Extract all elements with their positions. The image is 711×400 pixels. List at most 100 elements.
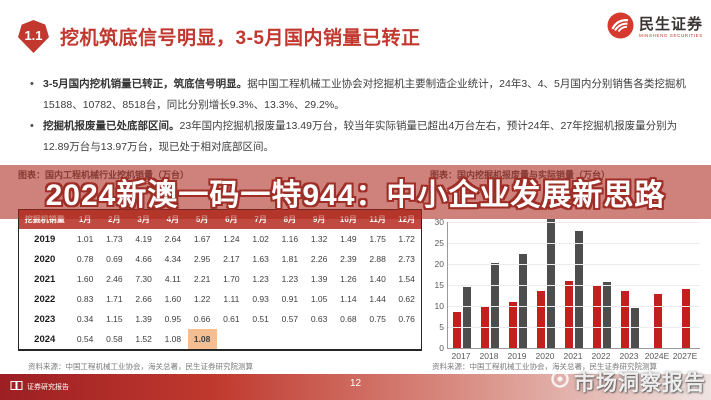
table-cell: 1.40 bbox=[369, 274, 386, 284]
bar-group-2021 bbox=[560, 230, 588, 348]
bar-group-2022 bbox=[588, 282, 616, 348]
table-cell: 0.95 bbox=[164, 314, 182, 324]
table-cell: 0.62 bbox=[398, 294, 415, 304]
table-cell: 2.17 bbox=[223, 254, 240, 264]
table-cell: 1.05 bbox=[310, 294, 328, 304]
logo-text: 民生证券 MINSHENG SECURITIES bbox=[639, 17, 703, 39]
bar-group-2023 bbox=[616, 291, 644, 348]
bullet-item: 3-5月国内挖机销量已转正，筑底信号明显。据中国工程机械工业协会对挖掘机主要制造… bbox=[30, 74, 701, 116]
bar-报废量-2024E bbox=[654, 293, 662, 348]
table-cell bbox=[275, 329, 304, 350]
y-axis-tick-label: 5 bbox=[439, 322, 444, 332]
table-cell bbox=[246, 329, 275, 350]
table-cell: 1.16 bbox=[281, 234, 299, 244]
bullet-text: 23年国内挖掘机报废量13.49万台，较当年实际销量已超出4万台左右，预计24年… bbox=[43, 120, 678, 153]
table-cell: 1.23 bbox=[252, 274, 269, 284]
row-year-label: 2019 bbox=[34, 233, 56, 245]
table-row: 2020 0.78 0.69 4.66 4.34 2.95 2.17 1.63 1.81 2.26… bbox=[19, 249, 422, 269]
table-row: 2021 1.60 2.46 7.30 4.11 2.21 1.70 1.23 1.23 1.39… bbox=[19, 269, 422, 289]
bar-报废量-2022 bbox=[593, 284, 601, 348]
open-book-icon bbox=[10, 380, 23, 393]
table-cell: 0.66 bbox=[193, 314, 211, 324]
bar-group-2020 bbox=[532, 219, 560, 348]
table-cell: 1.67 bbox=[193, 234, 211, 244]
camera-lens-icon bbox=[550, 369, 570, 395]
watermark-banner-text: 2024新澳一码一特944：中小企业发展新思路 bbox=[45, 179, 666, 212]
watermark-banner: 2024新澳一码一特944：中小企业发展新思路 bbox=[0, 165, 711, 219]
table-cell: 1.54 bbox=[398, 274, 415, 284]
y-axis-tick-label: 30 bbox=[434, 217, 444, 227]
table-cell: 4.11 bbox=[164, 274, 181, 284]
slide-header: 1.1 挖机筑底信号明显，3-5月国内销量已转正 bbox=[18, 20, 420, 53]
x-axis-tick-label: 2023 bbox=[619, 351, 639, 361]
highlighted-cell: 1.08 bbox=[187, 329, 217, 350]
y-axis-tick-label: 20 bbox=[434, 259, 444, 269]
table-cell: 1.49 bbox=[340, 234, 357, 244]
table-cell: 1.60 bbox=[164, 294, 182, 304]
page-title: 挖机筑底信号明显，3-5月国内销量已转正 bbox=[60, 28, 421, 49]
table-cell: 1.73 bbox=[106, 234, 123, 244]
table-cell: 4.66 bbox=[135, 254, 152, 264]
watermark-label: 市场洞察报告 bbox=[574, 372, 706, 395]
bar-实际销量-2021 bbox=[575, 230, 583, 348]
x-axis-tick-label: 2018 bbox=[479, 351, 499, 361]
table-cell: 0.76 bbox=[398, 314, 415, 324]
table-cell: 1.01 bbox=[76, 234, 94, 244]
footer-bar bbox=[0, 374, 711, 400]
y-axis-tick-label: 25 bbox=[434, 238, 444, 248]
page-number: 12 bbox=[349, 378, 362, 389]
gridline bbox=[448, 222, 700, 223]
section-number: 1.1 bbox=[24, 27, 43, 43]
x-axis-tick-label: 2019 bbox=[507, 351, 527, 361]
table-cell: 4.19 bbox=[135, 234, 152, 244]
gridline bbox=[448, 243, 700, 244]
table-cell: 0.54 bbox=[76, 334, 94, 344]
table-cell: 1.26 bbox=[340, 274, 357, 284]
table-cell: 0.34 bbox=[76, 314, 94, 324]
table-cell: 0.69 bbox=[106, 254, 123, 264]
row-year-label: 2021 bbox=[34, 273, 56, 285]
table-cell: 0.93 bbox=[252, 294, 269, 304]
gridline bbox=[448, 306, 700, 307]
bullet-list: 3-5月国内挖机销量已转正，筑底信号明显。据中国工程机械工业协会对挖掘机主要制造… bbox=[30, 74, 701, 158]
table-cell: 0.91 bbox=[281, 294, 299, 304]
x-axis-tick-label: 2024E bbox=[644, 351, 670, 361]
bar-实际销量-2020 bbox=[547, 219, 555, 348]
bar-实际销量-2017 bbox=[463, 286, 471, 348]
table-cell: 1.22 bbox=[193, 294, 211, 304]
y-axis-tick-label: 15 bbox=[434, 280, 444, 290]
table-cell: 7.30 bbox=[135, 274, 152, 284]
y-axis-tick-label: 10 bbox=[434, 301, 444, 311]
bar-报废量-2020 bbox=[537, 291, 545, 348]
table-cell: 1.32 bbox=[310, 234, 328, 244]
row-year-label: 2020 bbox=[34, 253, 56, 265]
left-source-note: 资料来源：中国工程机械工业协会，海关总署，民生证券研究院测算 bbox=[28, 362, 253, 371]
table-cell: 1.60 bbox=[76, 274, 94, 284]
table-row: 2024 0.54 0.58 1.52 1.08 1.08 bbox=[19, 329, 422, 350]
logo-subtitle: MINSHENG SECURITIES bbox=[638, 33, 703, 39]
table-cell: 1.11 bbox=[223, 294, 240, 304]
table-cell: 0.57 bbox=[281, 314, 299, 324]
report-type-tag: 证券研究报告 bbox=[10, 380, 69, 393]
x-axis-tick-label: 2022 bbox=[591, 351, 611, 361]
table-cell: 0.78 bbox=[76, 254, 94, 264]
table-cell: 1.71 bbox=[106, 294, 123, 304]
bar-报废量-2021 bbox=[565, 281, 573, 348]
bar-实际销量-2019 bbox=[519, 253, 527, 348]
table-cell: 1.39 bbox=[310, 274, 328, 284]
table-cell: 2.21 bbox=[193, 274, 211, 284]
table-cell: 1.02 bbox=[252, 234, 269, 244]
row-year-label: 2022 bbox=[34, 293, 56, 305]
x-axis-tick-label: 2027E bbox=[672, 351, 698, 361]
table-cell: 2.64 bbox=[164, 234, 182, 244]
table-cell bbox=[392, 329, 421, 350]
table-cell bbox=[305, 329, 334, 350]
table-cell: 0.63 bbox=[310, 314, 328, 324]
x-axis-tick-label: 2021 bbox=[563, 351, 583, 361]
bar-报废量-2023 bbox=[621, 291, 629, 348]
right-source-note: 资料来源：中国工程机械工业协会，海关总署，民生证券研究院测算 bbox=[432, 362, 657, 371]
table-cell bbox=[334, 329, 363, 350]
table-cell: 0.58 bbox=[106, 334, 123, 344]
table-cell: 2.88 bbox=[369, 254, 386, 264]
